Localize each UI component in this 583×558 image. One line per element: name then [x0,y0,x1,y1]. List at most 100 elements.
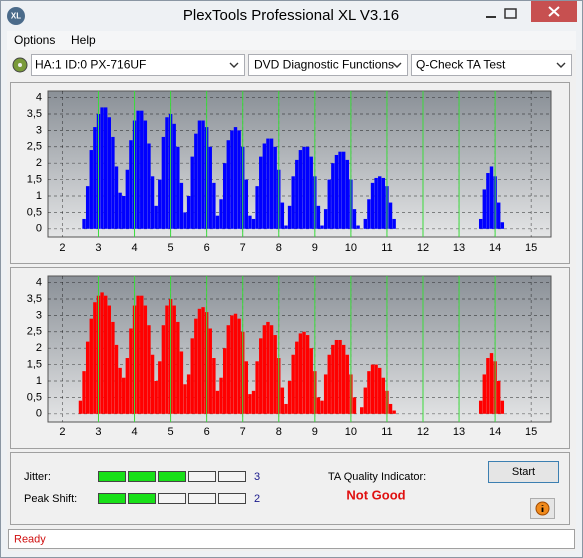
bar [489,353,494,414]
bar [273,335,277,414]
y-tick-label: 3,5 [27,293,42,305]
bar [186,374,191,414]
bar [150,354,155,414]
bar [237,130,241,229]
bar [190,338,194,414]
bar [345,159,349,229]
bar [497,202,501,229]
bar [179,182,184,229]
bar [201,120,205,229]
x-tick-label: 13 [453,242,465,254]
x-tick-label: 3 [95,426,101,438]
bar [486,358,490,414]
bar [291,354,295,414]
bar [374,177,378,229]
bar [262,325,267,414]
bar [302,146,306,229]
bar [388,202,393,229]
bar [82,371,86,414]
bar [334,339,339,414]
maximize-button[interactable] [504,8,517,19]
menu-item[interactable]: Options [14,33,55,47]
y-tick-label: 1 [36,190,42,202]
bar [237,318,241,414]
menu-item[interactable]: Help [71,33,96,47]
bar [89,318,93,414]
dropdown-arrow [556,62,566,68]
dropdown-box[interactable] [411,54,572,76]
y-tick-label: 2,5 [27,326,42,338]
app-icon-text: XL [11,12,21,21]
button-box[interactable] [488,461,559,483]
bar [215,215,220,229]
x-tick-label: 9 [312,426,318,438]
bar [392,410,396,414]
start-button[interactable]: Start [488,461,559,483]
bar [89,150,93,229]
bar [111,136,115,229]
y-tick-label: 0 [36,408,42,420]
bar [327,354,331,414]
meters [98,471,246,504]
bar [287,205,292,229]
bar [259,338,263,414]
bar [186,195,191,229]
bar [107,117,111,229]
bar [82,218,86,229]
jitter-value: 3 [254,471,260,483]
close-icon [548,6,560,17]
x-tick-label: 15 [525,426,537,438]
x-tick-label: 2 [59,242,65,254]
bar [230,130,234,229]
bar [320,225,324,229]
bar [341,151,346,229]
bar [222,163,227,229]
bar [212,358,216,414]
bar [298,150,303,229]
bar [215,390,220,414]
x-tick-label: 13 [453,426,465,438]
function-select[interactable]: DVD Diagnostic Functions [248,54,408,76]
bar [161,325,166,414]
bar [114,344,119,414]
bar [118,367,122,414]
bar [273,146,277,229]
bar [381,377,386,414]
bar [107,305,111,414]
x-tick-label: 10 [345,242,357,254]
app-icon [7,7,25,25]
bar [219,377,223,414]
bar [93,127,97,229]
bar [291,176,295,229]
bar [125,169,130,229]
drive-select[interactable]: HA:1 ID:0 PX-716UF [31,54,245,76]
x-tick-label: 3 [95,242,101,254]
bar [172,305,176,414]
meter-segment-off [218,471,246,482]
x-tick-label: 12 [417,242,429,254]
x-tick-label: 8 [276,426,282,438]
x-tick-label: 15 [525,242,537,254]
bar [500,400,505,414]
y-tick-label: 2 [36,342,42,354]
info-button[interactable] [530,498,555,519]
bar [327,179,331,229]
bar [147,325,151,414]
bar [295,341,299,414]
x-tick-label: 6 [204,242,210,254]
bar [111,321,115,414]
dropdown-box[interactable] [248,54,408,76]
x-tick-label: 2 [59,426,65,438]
y-tick-label: 0 [36,223,42,235]
bar [305,335,310,414]
bar [122,195,126,229]
bar [359,407,364,414]
bar [219,199,223,229]
dropdown-box[interactable] [31,54,245,76]
x-tick-label: 5 [168,426,174,438]
test-select[interactable]: Q-Check TA Test [411,54,572,76]
bar [183,212,187,229]
bar [374,364,378,414]
jitter-label: Jitter: [24,471,51,483]
bar [363,387,368,414]
